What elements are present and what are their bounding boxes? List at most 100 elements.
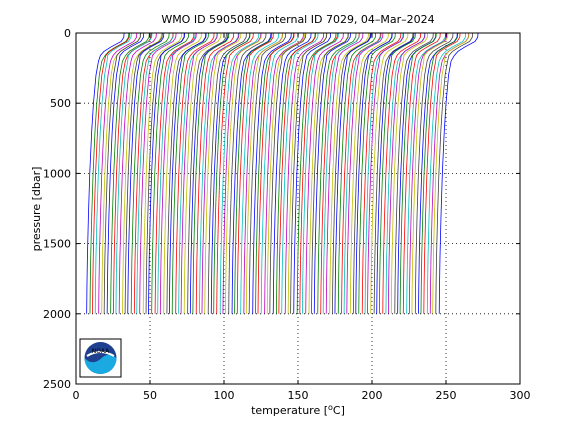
profile-series-line (225, 32, 262, 314)
profile-series-line (204, 32, 242, 314)
profile-series-line (192, 32, 230, 314)
x-tick-label: 200 (362, 389, 383, 402)
y-tick-label: 1000 (43, 167, 71, 180)
profile-series-line (136, 32, 174, 314)
profile-series-line (355, 32, 393, 314)
profile-series-line (92, 32, 130, 314)
profile-series-line (142, 32, 183, 314)
x-tick-label: 50 (143, 389, 157, 402)
profile-series-line (269, 32, 307, 314)
profile-series-line (414, 32, 454, 314)
profile-series-line (406, 32, 446, 314)
profile-series-line (240, 32, 280, 314)
profile-series-line (296, 32, 337, 314)
profile-series-line (358, 32, 396, 314)
profile-series-line (266, 32, 306, 314)
chart-title: WMO ID 5905088, internal ID 7029, 04–Mar… (161, 13, 434, 26)
profile-series-line (106, 32, 145, 314)
profile-series-line (349, 32, 389, 314)
profile-series-line (98, 32, 138, 314)
profile-series-line (248, 32, 287, 314)
profile-series-line (219, 32, 260, 314)
profile-series-line (334, 32, 372, 314)
profile-series-line (399, 32, 437, 314)
profile-series-line (290, 32, 328, 314)
profile-series-line (420, 32, 459, 314)
profile-series-line (373, 32, 414, 314)
profile-series-line (278, 32, 316, 314)
profile-series-line (337, 32, 377, 314)
profile-series-line (376, 32, 415, 314)
x-axis-label-suffix: C] (333, 404, 345, 417)
profile-series-line (201, 32, 240, 314)
plot-area: 0 50 100 150 200 250 300 0 500 1000 1500 2000 2500 (43, 27, 531, 402)
profile-series-line (115, 32, 153, 314)
profile-series-line (390, 32, 429, 314)
profile-series-line (189, 32, 229, 314)
y-tick-label: 500 (50, 97, 71, 110)
x-tick-label: 100 (214, 389, 235, 402)
profile-series-line (325, 32, 364, 314)
logo-gull-icon (86, 351, 115, 357)
profile-series-line (154, 32, 195, 314)
profile-series-line (435, 32, 473, 314)
y-tick-label: 2000 (43, 308, 71, 321)
profile-series-line (124, 32, 163, 314)
y-tick-label: 1500 (43, 238, 71, 251)
profile-series-line (118, 32, 157, 314)
profile-series-line (343, 32, 382, 314)
profile-series-line (402, 32, 441, 314)
x-tick-label: 300 (510, 389, 531, 402)
profile-series-line (171, 32, 209, 314)
profile-series-line (317, 32, 357, 314)
profile-series-line (305, 32, 344, 314)
profile-series-line (216, 32, 254, 314)
profile-series-line (370, 32, 409, 314)
x-tick-label: 150 (288, 389, 309, 402)
profile-series-line (423, 32, 461, 314)
profile-series-line (195, 32, 235, 314)
profile-series-line (139, 32, 177, 314)
x-axis-label: temperature [oC] (251, 403, 345, 417)
ticks-layer: 0 50 100 150 200 250 300 0 500 1000 1500 2000 2500 (43, 27, 531, 402)
profile-series-line (187, 32, 227, 314)
profile-series-line (151, 32, 190, 314)
y-tick-label: 0 (64, 27, 71, 40)
profile-series-line (301, 32, 339, 314)
profile-series-line (213, 32, 251, 314)
profile-series-line (264, 32, 304, 314)
profile-series-line (207, 32, 247, 314)
profile-series-line (168, 32, 207, 314)
profile-series-line (394, 32, 434, 314)
profile-series-line (378, 32, 416, 314)
profile-series-line (281, 32, 319, 314)
profile-series-line (257, 32, 295, 314)
x-tick-label: 250 (436, 389, 457, 402)
x-axis-label-superscript: o (328, 403, 333, 412)
x-tick-label: 0 (73, 389, 80, 402)
profile-series-line (228, 32, 267, 314)
profile-series-line (103, 32, 142, 314)
y-tick-label: 2500 (43, 378, 71, 391)
profile-series-line (361, 32, 402, 314)
profile-series-line (438, 32, 479, 314)
profile-series-line (284, 32, 325, 314)
x-axis-label-prefix: temperature [ (251, 404, 328, 417)
profile-series-line (272, 32, 312, 314)
profile-series-line (127, 32, 165, 314)
profile-series-line (236, 32, 274, 314)
profile-series-line (130, 32, 170, 314)
profile-series-line (382, 32, 422, 314)
profile-series-line (408, 32, 448, 314)
logo-text: NOAA (92, 348, 110, 355)
profile-series-line (367, 32, 404, 314)
y-axis-label: pressure [dbar] (30, 167, 43, 252)
profile-series-line (311, 32, 349, 314)
profile-series-line (159, 32, 197, 314)
profile-series-line (426, 32, 467, 314)
profile-series-line (86, 32, 125, 314)
profile-series-line (157, 32, 196, 314)
profile-series-line (260, 32, 299, 314)
profile-series-line (432, 32, 470, 314)
profile-series-line (163, 32, 202, 314)
